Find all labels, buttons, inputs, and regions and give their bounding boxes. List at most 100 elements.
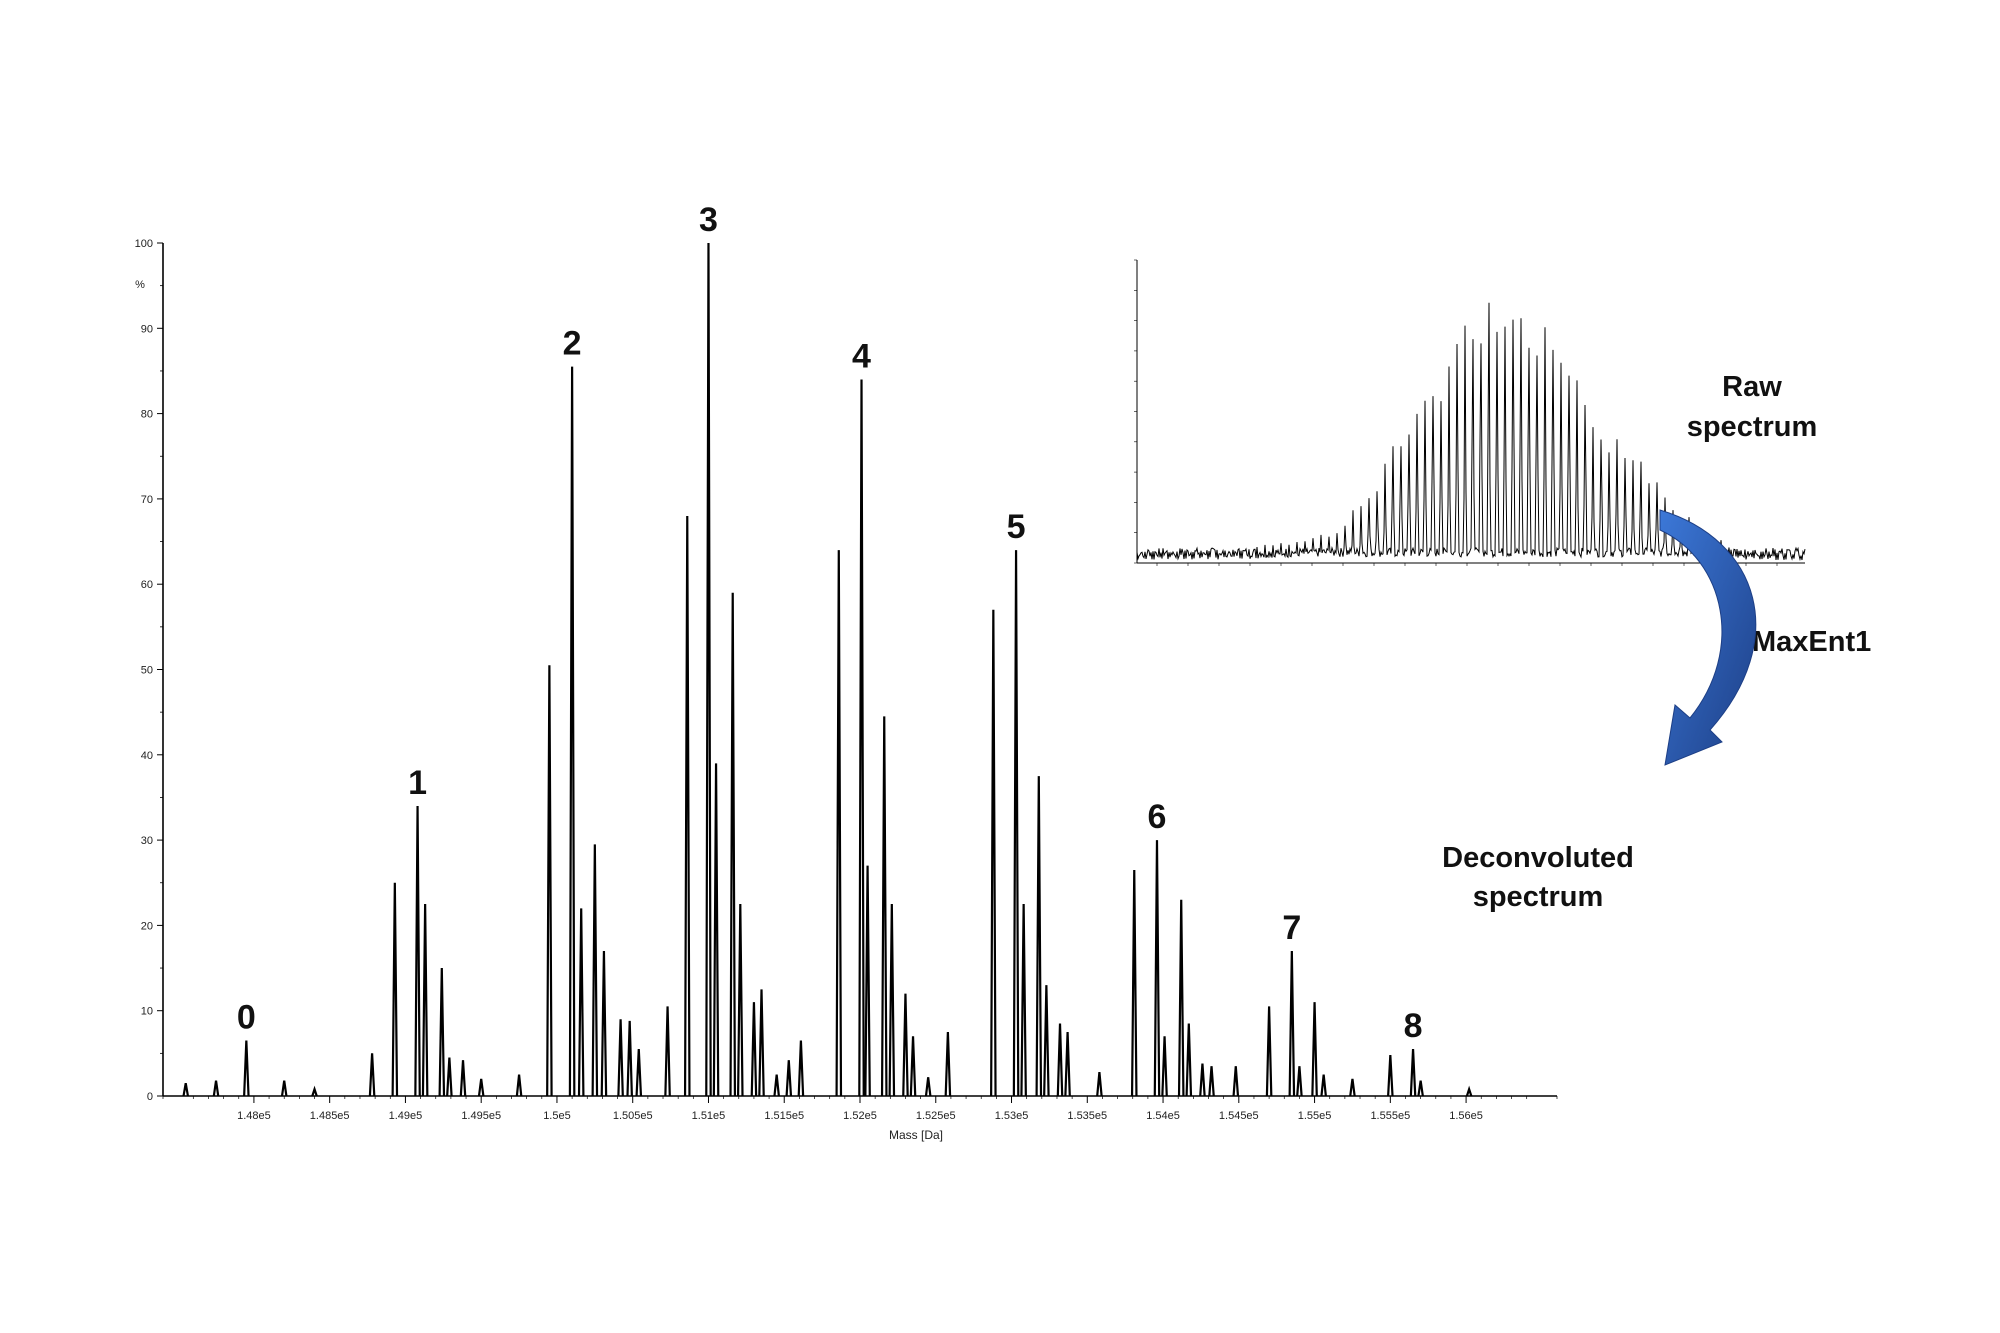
peak-number-label: 8: [1404, 1007, 1423, 1045]
spectrum-peak: [785, 1060, 793, 1097]
peak-number-label: 0: [237, 999, 256, 1037]
spectrum-peak: [577, 908, 585, 1097]
spectrum-peak: [568, 366, 576, 1097]
spectrum-peak: [797, 1040, 805, 1097]
spectrum-peak: [212, 1080, 220, 1097]
y-tick-label: 20: [141, 920, 153, 932]
spectrum-peak: [1056, 1023, 1064, 1097]
spectrum-peak: [626, 1020, 633, 1097]
spectrum-peak: [617, 1019, 624, 1097]
spectrum-peak: [888, 904, 896, 1097]
main-chart-peaks: [182, 242, 1473, 1097]
spectrum-peak: [182, 1083, 190, 1097]
spectrum-peak: [736, 904, 744, 1097]
spectrum-peak: [944, 1031, 952, 1097]
spectrum-peak: [414, 805, 421, 1097]
y-tick-label: 30: [141, 835, 153, 847]
spectrum-peak: [1417, 1080, 1424, 1097]
spectrum-peak: [902, 993, 909, 1097]
y-tick-label: 100: [135, 238, 153, 250]
spectrum-peak: [924, 1077, 932, 1097]
x-tick-label: 1.53e5: [995, 1110, 1029, 1122]
spectrum-peak: [835, 550, 843, 1097]
y-tick-label: 60: [141, 579, 153, 591]
x-tick-label: 1.485e5: [310, 1110, 350, 1122]
spectrum-peak: [1064, 1031, 1071, 1097]
y-tick-label: 0: [147, 1091, 153, 1103]
x-tick-label: 1.52e5: [843, 1110, 877, 1122]
spectrum-peak: [421, 904, 429, 1097]
y-tick-label: 40: [141, 750, 153, 762]
spectrum-peak: [909, 1036, 917, 1097]
raw-spectrum-label-line1: Raw: [1722, 371, 1782, 403]
x-tick-label: 1.535e5: [1067, 1110, 1107, 1122]
y-tick-label: 50: [141, 665, 153, 677]
spectrum-peak: [1232, 1066, 1240, 1097]
spectrum-peak: [459, 1060, 467, 1097]
spectrum-peak: [1288, 950, 1296, 1097]
spectrum-peak: [515, 1074, 523, 1097]
spectrum-peak: [1409, 1049, 1417, 1097]
peak-number-label: 1: [408, 764, 427, 802]
deconvoluted-label-line2: spectrum: [1473, 881, 1604, 913]
spectrum-peak: [1199, 1063, 1206, 1097]
spectrum-peak: [546, 665, 553, 1097]
spectrum-peak: [1296, 1066, 1303, 1097]
x-tick-label: 1.495e5: [461, 1110, 501, 1122]
spectrum-peak: [1265, 1006, 1273, 1097]
spectrum-peak: [1185, 1023, 1193, 1097]
spectrum-peak: [1465, 1085, 1473, 1097]
deconvoluted-label-line1: Deconvoluted: [1442, 842, 1634, 874]
x-axis-label: Mass [Da]: [889, 1128, 943, 1142]
spectrum-peak: [1161, 1036, 1168, 1097]
spectrum-peak: [990, 609, 997, 1097]
x-tick-label: 1.525e5: [916, 1110, 956, 1122]
spectrum-peak: [1349, 1078, 1356, 1097]
spectrum-peak: [446, 1057, 453, 1097]
peak-number-label: 2: [563, 325, 582, 363]
spectrum-peak: [311, 1085, 318, 1097]
spectrum-peak: [391, 882, 399, 1097]
spectrum-peak: [1153, 840, 1161, 1097]
spectrum-peak: [664, 1006, 671, 1097]
peak-number-label: 4: [852, 337, 871, 375]
x-tick-label: 1.56e5: [1449, 1110, 1483, 1122]
spectrum-peak: [729, 592, 737, 1097]
spectrum-peak: [750, 1002, 758, 1097]
x-tick-label: 1.51e5: [692, 1110, 726, 1122]
x-tick-label: 1.54e5: [1146, 1110, 1180, 1122]
spectrum-peak: [758, 989, 765, 1097]
spectrum-peak: [1012, 550, 1020, 1097]
spectrum-peak: [591, 844, 599, 1097]
spectrum-peak: [1130, 869, 1138, 1097]
spectrum-peak: [1177, 899, 1185, 1097]
raw-spectrum-label-line2: spectrum: [1687, 411, 1818, 443]
peak-number-label: 7: [1282, 909, 1301, 947]
y-tick-label: 80: [141, 409, 153, 421]
y-tick-label: 10: [141, 1006, 153, 1018]
spectrum-peak: [1311, 1002, 1318, 1097]
spectrum-peak: [635, 1049, 643, 1097]
spectrum-peak: [705, 242, 712, 1097]
peak-number-label: 5: [1007, 508, 1026, 546]
main-chart-peak-labels: 0 1 2 3 4 5 6 7 8: [237, 201, 1423, 1045]
y-tick-label: 70: [141, 494, 153, 506]
spectrum-peak: [243, 1040, 250, 1097]
x-tick-label: 1.515e5: [764, 1110, 804, 1122]
spectrum-peak: [477, 1078, 485, 1097]
spectrum-peak: [864, 865, 871, 1097]
spectrum-peak: [683, 515, 691, 1097]
spectrum-peak: [880, 716, 888, 1097]
x-tick-label: 1.5e5: [543, 1110, 571, 1122]
spectrum-peak: [438, 968, 446, 1097]
raw-chart-axes: [1134, 259, 1805, 566]
y-axis-unit: %: [135, 279, 145, 291]
spectrum-peak: [1020, 904, 1027, 1097]
peak-number-label: 6: [1148, 798, 1167, 836]
spectrum-peak: [712, 763, 720, 1097]
x-tick-label: 1.49e5: [389, 1110, 423, 1122]
x-tick-label: 1.545e5: [1219, 1110, 1259, 1122]
